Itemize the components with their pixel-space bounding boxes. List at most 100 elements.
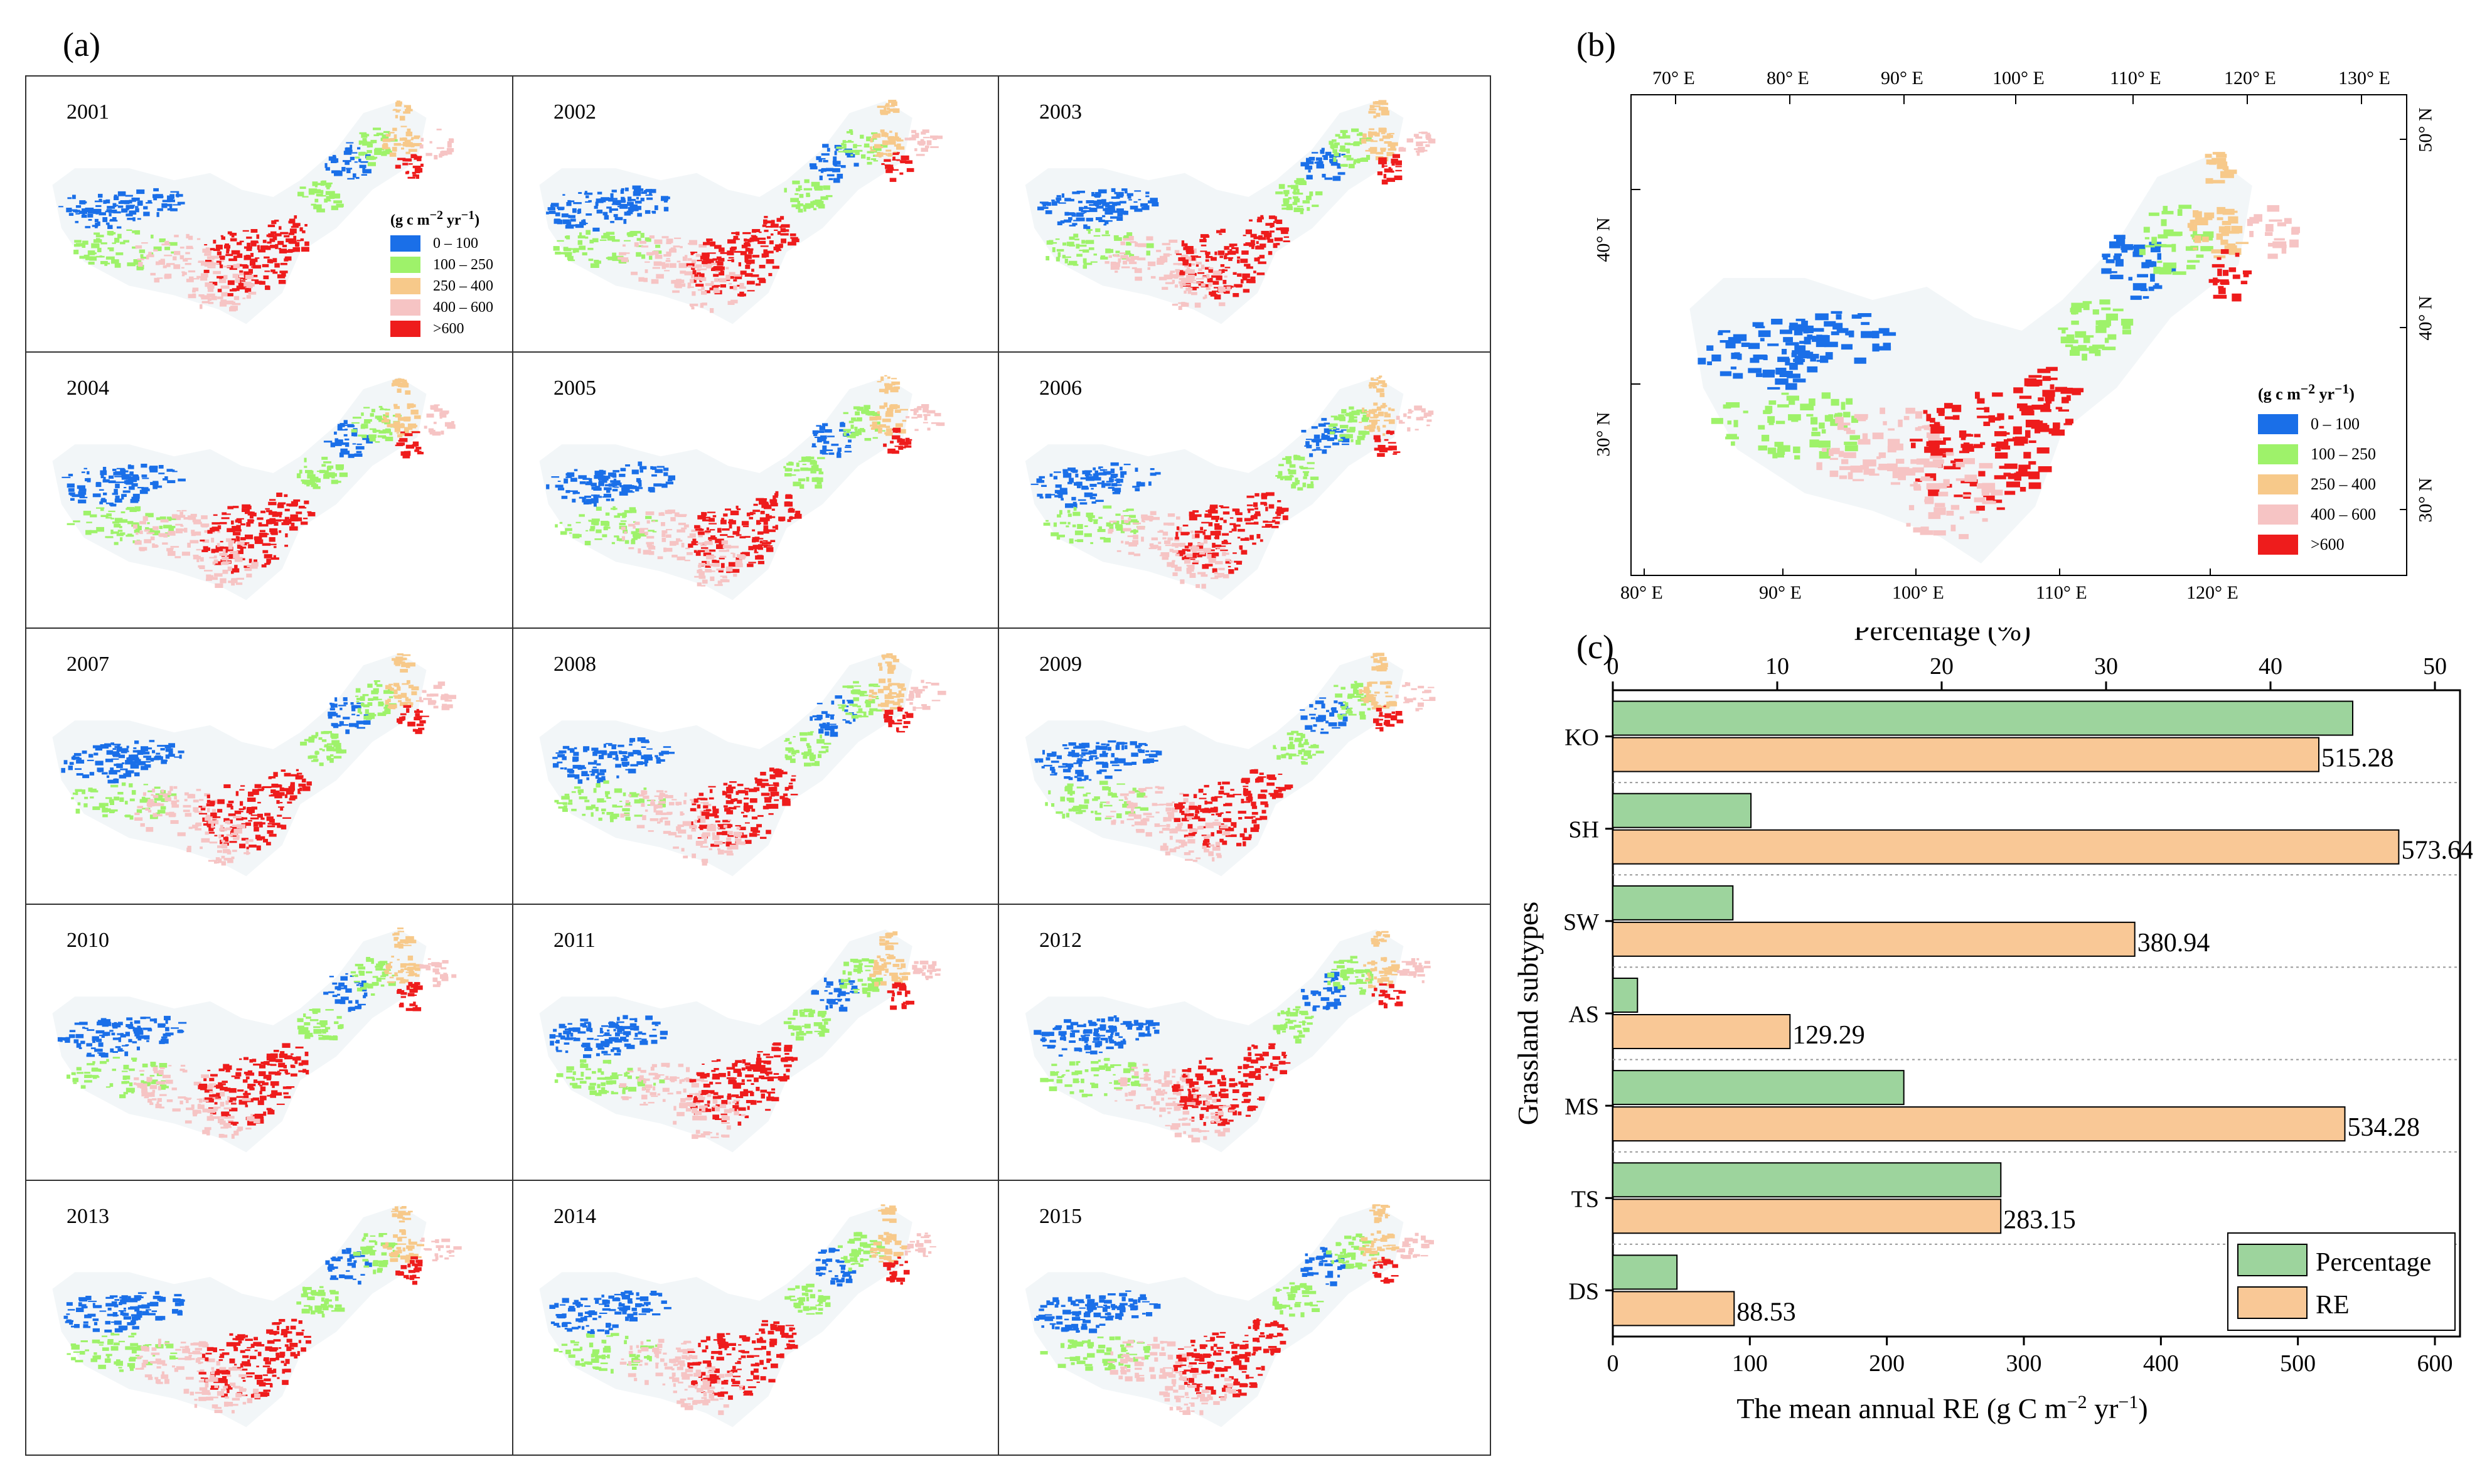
grassland-patch <box>1202 564 1209 569</box>
grassland-patch <box>1307 484 1314 489</box>
grassland-patch <box>72 793 76 795</box>
grassland-patch <box>1380 147 1386 151</box>
grassland-patch <box>740 251 747 255</box>
grassland-patch <box>594 760 597 764</box>
grassland-patch <box>213 559 218 563</box>
grassland-patch <box>596 210 603 214</box>
grassland-patch <box>88 787 93 792</box>
grassland-patch <box>1130 256 1140 260</box>
legend-label: 250 – 400 <box>433 277 493 294</box>
grassland-patch <box>814 718 821 721</box>
grassland-patch <box>633 525 636 529</box>
grassland-patch <box>270 528 275 531</box>
grassland-patch <box>757 781 762 786</box>
grassland-patch <box>574 469 578 471</box>
grassland-patch <box>821 711 828 714</box>
grassland-patch <box>414 168 423 173</box>
grassland-patch <box>235 278 240 283</box>
grassland-patch <box>855 149 863 152</box>
grassland-patch <box>784 787 789 791</box>
grassland-patch <box>588 200 592 203</box>
grassland-patch <box>264 554 272 558</box>
grassland-patch <box>812 200 819 205</box>
grassland-patch <box>628 794 631 797</box>
grassland-patch <box>726 786 734 792</box>
grassland-patch <box>757 240 766 244</box>
grassland-patch <box>176 799 179 803</box>
grassland-patch <box>1382 102 1389 105</box>
grassland-patch <box>1342 132 1346 136</box>
grassland-patch <box>129 486 135 490</box>
grassland-patch <box>810 461 817 465</box>
grassland-patch <box>730 569 740 573</box>
grassland-patch <box>1120 471 1127 475</box>
grassland-patch <box>1080 477 1087 480</box>
grassland-patch <box>226 251 230 254</box>
grassland-patch <box>354 453 363 457</box>
grassland-patch <box>919 144 924 146</box>
grassland-patch <box>907 440 912 445</box>
grassland-patch <box>1348 164 1355 169</box>
grassland-patch <box>266 510 272 513</box>
grassland-patch <box>220 578 227 584</box>
grassland-patch <box>251 266 254 268</box>
grassland-patch <box>1121 515 1124 520</box>
grassland-patch <box>137 761 146 765</box>
grassland-patch <box>1265 223 1274 226</box>
grassland-patch <box>1163 274 1173 280</box>
grassland-patch <box>1194 273 1197 276</box>
grassland-patch <box>769 804 779 809</box>
grassland-patch <box>1095 499 1104 502</box>
grassland-patch <box>803 457 811 462</box>
grassland-patch <box>156 517 162 520</box>
grassland-patch <box>818 750 826 754</box>
grassland-patch <box>378 419 383 422</box>
grassland-patch <box>559 750 567 754</box>
grassland-patch <box>207 288 214 292</box>
grassland-patch <box>85 530 92 535</box>
grassland-patch <box>828 725 837 729</box>
grassland-patch <box>191 531 196 536</box>
grassland-patch <box>610 818 614 823</box>
grassland-patch <box>727 250 734 255</box>
grassland-patch <box>749 516 753 520</box>
grassland-patch <box>834 151 837 156</box>
grassland-patch <box>1108 528 1114 532</box>
grassland-patch <box>1260 539 1263 542</box>
grassland-patch <box>1135 467 1138 472</box>
grassland-patch <box>1295 478 1298 482</box>
grassland-patch <box>666 238 673 243</box>
grassland-patch <box>1377 427 1381 432</box>
grassland-patch <box>232 274 239 278</box>
grassland-patch <box>834 165 843 167</box>
grassland-patch <box>897 152 900 154</box>
grassland-patch <box>1378 445 1383 449</box>
grassland-patch <box>194 811 203 813</box>
grassland-patch <box>1071 198 1074 201</box>
grassland-patch <box>415 156 422 158</box>
grassland-patch <box>250 259 258 262</box>
grassland-patch <box>678 829 687 834</box>
grassland-patch <box>385 436 393 442</box>
grassland-patch <box>562 802 567 805</box>
grassland-patch <box>395 661 404 665</box>
grassland-patch <box>726 789 734 794</box>
grassland-patch <box>828 178 833 181</box>
grassland-patch <box>402 683 409 685</box>
grassland-patch <box>395 115 398 119</box>
grassland-patch <box>360 703 365 707</box>
grassland-patch <box>401 663 409 668</box>
grassland-patch <box>755 283 761 286</box>
grassland-patch <box>586 806 593 810</box>
grassland-patch <box>1098 526 1102 530</box>
grassland-patch <box>887 407 894 412</box>
grassland-patch <box>150 760 154 762</box>
grassland-patch <box>1178 528 1182 533</box>
grassland-patch <box>1120 466 1123 471</box>
grassland-patch <box>650 189 656 193</box>
grassland-patch <box>625 800 629 803</box>
grassland-patch <box>1108 531 1113 534</box>
grassland-patch <box>591 498 599 503</box>
grassland-patch <box>356 714 360 717</box>
grassland-patch <box>360 161 368 163</box>
